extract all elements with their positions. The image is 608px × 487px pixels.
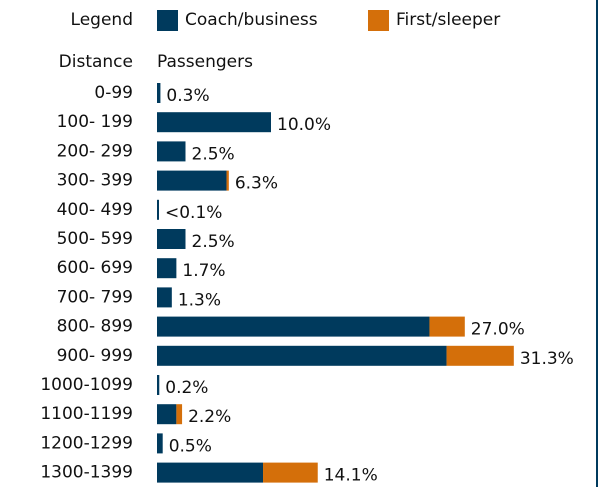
legend-swatch	[157, 10, 178, 31]
bar-segment	[157, 404, 177, 425]
category-label: 600- 699	[57, 258, 133, 278]
value-header: Passengers	[157, 52, 253, 72]
bar-segment	[157, 316, 430, 337]
value-label: 0.3%	[166, 86, 209, 106]
category-label: 1200-1299	[40, 433, 133, 453]
bar-segment	[157, 229, 186, 249]
category-label: 800- 899	[57, 317, 133, 337]
category-label: 1000-1099	[40, 375, 133, 395]
value-label: 2.5%	[192, 144, 235, 164]
bar-segment	[176, 404, 183, 425]
value-label: 6.3%	[235, 174, 278, 194]
value-label: 1.7%	[182, 261, 225, 281]
bar-segment	[157, 462, 264, 483]
value-label: <0.1%	[165, 203, 222, 223]
value-label: 1.3%	[178, 290, 221, 310]
value-label: 2.2%	[188, 407, 231, 427]
bar-segment	[157, 112, 271, 133]
category-label: 700- 799	[57, 287, 133, 307]
bar-segment	[157, 199, 159, 220]
bar-segment	[157, 83, 161, 103]
value-label: 14.1%	[324, 466, 378, 486]
value-label: 0.2%	[165, 378, 208, 398]
bar-segment	[263, 462, 318, 483]
legend-label: Coach/business	[185, 10, 318, 30]
category-label: 0-99	[94, 83, 133, 103]
category-label: 100- 199	[57, 112, 133, 132]
legend-title: Legend	[71, 10, 133, 30]
value-label: 0.5%	[169, 436, 212, 456]
legend-swatch	[368, 10, 389, 31]
bar-segment	[429, 316, 465, 337]
legend-label: First/sleeper	[396, 10, 500, 30]
bar-segment	[157, 433, 163, 454]
category-header: Distance	[59, 52, 133, 72]
bar-segment	[157, 287, 172, 308]
category-label: 1300-1399	[40, 463, 133, 483]
category-label: 200- 299	[57, 141, 133, 161]
bar-segment	[157, 170, 227, 191]
category-label: 400- 499	[57, 200, 133, 220]
category-label: 1100-1199	[40, 404, 133, 424]
bar-segment	[157, 375, 160, 395]
bar-segment	[226, 170, 229, 191]
category-label: 900- 999	[57, 346, 133, 366]
value-label: 2.5%	[192, 232, 235, 252]
bar-segment	[157, 345, 447, 366]
bar-segment	[157, 141, 186, 162]
value-label: 10.0%	[277, 115, 331, 135]
bar-segment	[157, 258, 177, 279]
category-label: 500- 599	[57, 229, 133, 249]
value-label: 27.0%	[471, 320, 525, 340]
value-label: 31.3%	[520, 349, 574, 369]
category-label: 300- 399	[57, 171, 133, 191]
bar-segment	[446, 345, 514, 366]
